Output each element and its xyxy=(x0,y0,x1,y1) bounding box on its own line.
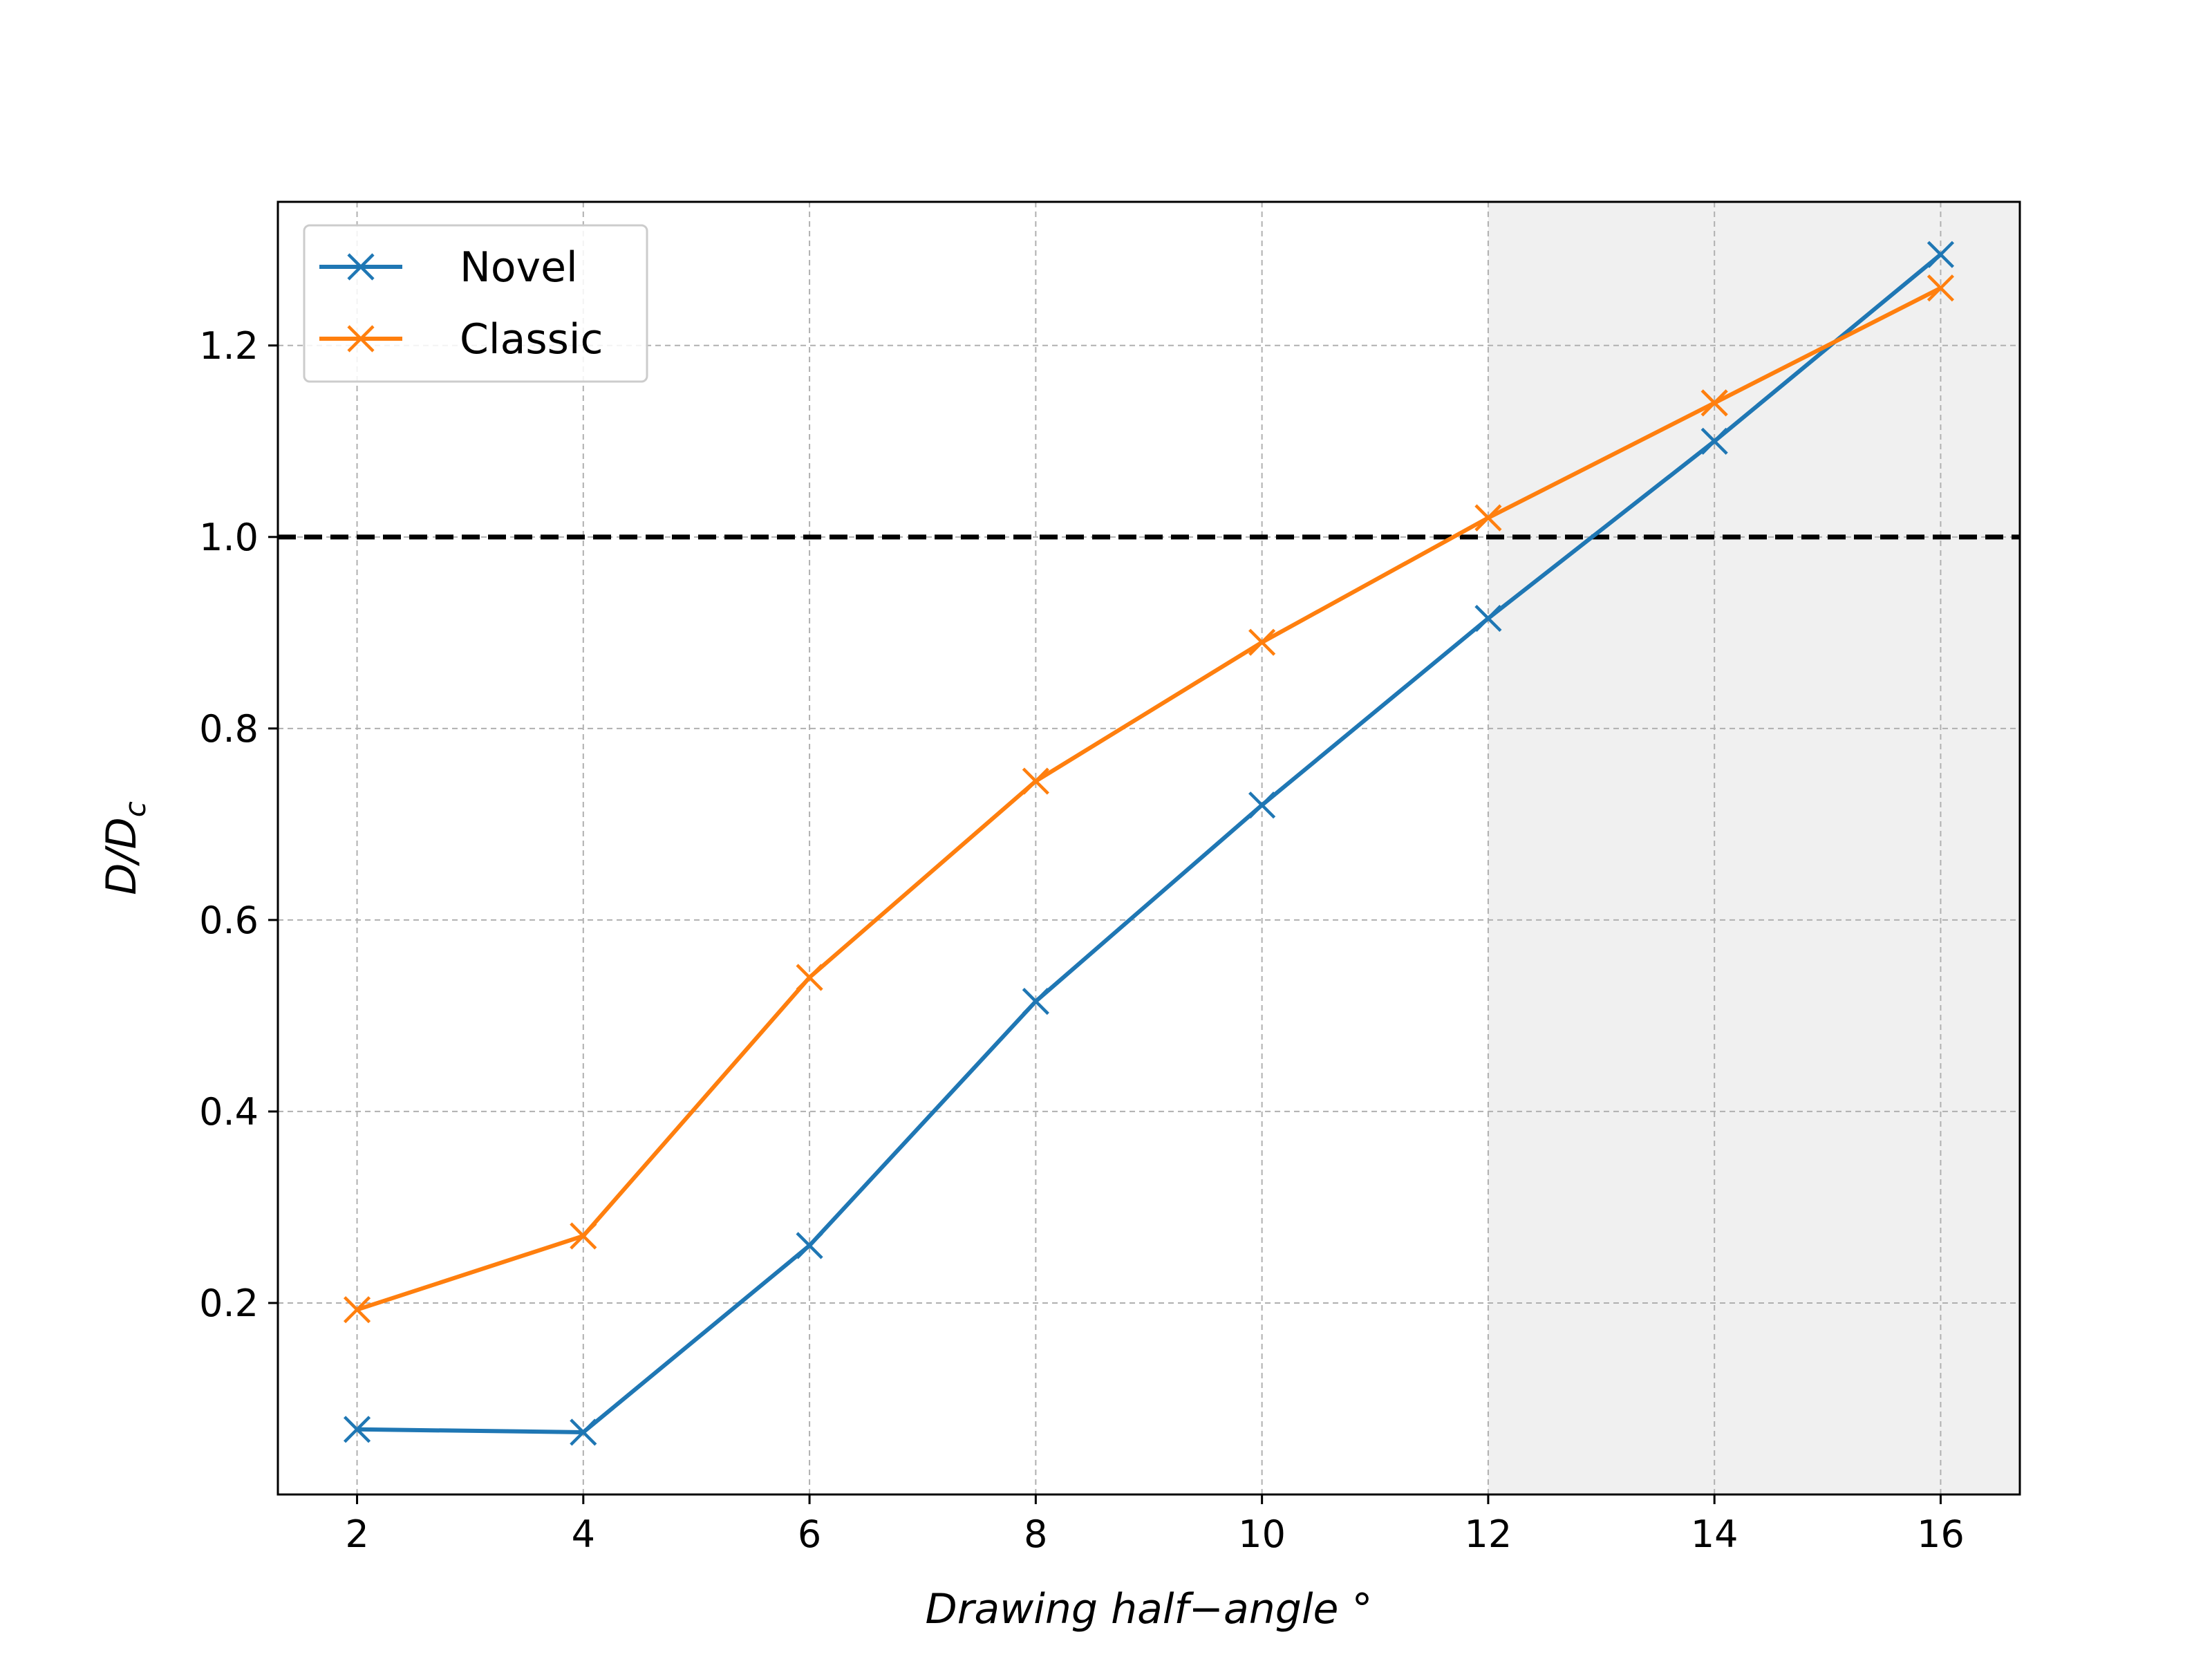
data-point-novel xyxy=(1248,791,1276,819)
data-point-classic xyxy=(1474,504,1502,532)
data-point-classic xyxy=(1927,274,1955,302)
data-point-classic xyxy=(570,1222,597,1250)
data-point-classic xyxy=(343,1296,371,1324)
data-point-novel xyxy=(1474,604,1502,632)
y-tick-label: 0.2 xyxy=(199,1282,259,1325)
x-tick-label: 12 xyxy=(1465,1512,1512,1556)
y-tick-label: 1.2 xyxy=(199,324,259,368)
series-layer xyxy=(343,241,1955,1446)
x-tick-label: 2 xyxy=(345,1512,368,1556)
y-tick-label: 0.8 xyxy=(199,707,259,751)
plot-frame xyxy=(276,200,2021,1496)
x-tick-label: 16 xyxy=(1917,1512,1965,1556)
series-line-novel xyxy=(357,252,1942,1434)
data-point-novel xyxy=(343,1416,371,1443)
shaded-region xyxy=(1488,202,2020,1494)
legend-label-novel: Novel xyxy=(460,243,578,292)
x-tick-label: 6 xyxy=(798,1512,821,1556)
x-tick-label: 4 xyxy=(572,1512,595,1556)
x-tick-label: 10 xyxy=(1238,1512,1286,1556)
tick-layer: 2 4 6 8 10 12 14 16 0.2 0.4 0.6 0.8 1.0 1.2 xyxy=(199,324,1965,1556)
y-tick-label: 0.4 xyxy=(199,1090,259,1134)
legend-label-classic: Classic xyxy=(460,315,603,364)
legend: Novel Classic xyxy=(303,224,648,383)
y-axis-label: D/Dc xyxy=(97,801,152,895)
series-line-classic xyxy=(356,285,1942,1312)
x-tick-label: 8 xyxy=(1024,1512,1047,1556)
data-point-classic xyxy=(796,964,823,991)
y-tick-label: 0.6 xyxy=(199,899,259,942)
legend-box xyxy=(303,224,648,383)
y-axis-label-subscript: c xyxy=(118,801,152,817)
data-point-classic xyxy=(1700,389,1728,417)
data-point-novel xyxy=(570,1418,597,1446)
legend-marker-classic xyxy=(347,325,375,353)
x-tick-label: 14 xyxy=(1691,1512,1738,1556)
x-axis-label: Drawing half−angle ° xyxy=(926,1585,1373,1633)
data-point-novel xyxy=(796,1232,823,1259)
data-point-novel xyxy=(1700,427,1728,455)
shaded-region-layer xyxy=(1488,202,2020,1494)
y-tick-label: 1.0 xyxy=(199,516,259,559)
data-point-classic xyxy=(1022,767,1049,795)
data-point-classic xyxy=(1248,628,1276,656)
y-axis-label-main: D/D xyxy=(97,817,146,895)
legend-marker-novel xyxy=(347,253,375,281)
data-point-novel xyxy=(1927,241,1955,268)
data-point-novel xyxy=(1022,988,1049,1015)
